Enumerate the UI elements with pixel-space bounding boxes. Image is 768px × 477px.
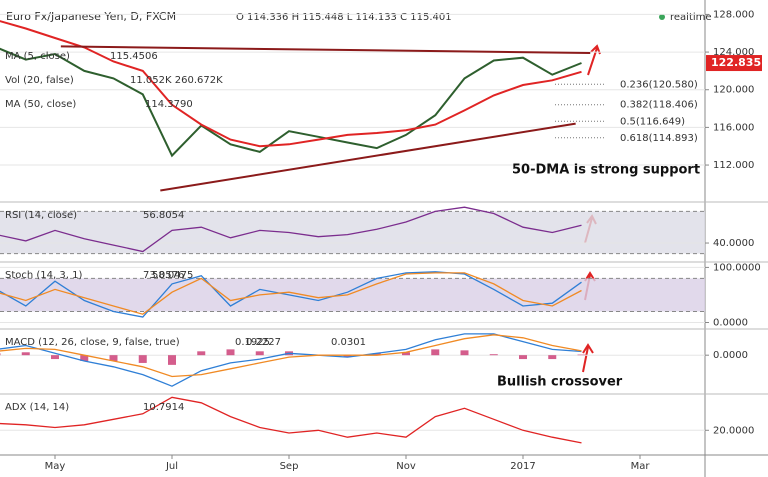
- readout: 0.2227: [246, 337, 281, 348]
- last-price-label: 122.835: [711, 56, 761, 69]
- pane-title: Stoch (14, 3, 1): [5, 270, 82, 281]
- last-price-box: [706, 55, 762, 72]
- x-tick-label: May: [45, 461, 66, 472]
- histogram-bar: [197, 351, 206, 356]
- annotation: Bullish crossover: [497, 375, 623, 390]
- x-tick-label: 2017: [510, 461, 535, 472]
- series-line: [0, 334, 582, 378]
- y-tick-label: 112.000: [713, 160, 754, 171]
- y-tick-label: 116.000: [713, 122, 754, 133]
- fib-label: 0.5(116.649): [620, 116, 685, 127]
- histogram-bar: [519, 355, 527, 360]
- annotation: 50-DMA is strong support: [512, 163, 700, 178]
- series-line: [0, 47, 582, 158]
- band: [0, 278, 705, 312]
- y-tick-label: 40.0000: [713, 238, 754, 249]
- histogram-bar: [0, 353, 1, 356]
- readout: 58.0475: [152, 270, 193, 281]
- readout: 0.1925: [235, 337, 270, 348]
- fib-label: 0.618(114.893): [620, 133, 698, 144]
- histogram-bar: [226, 349, 235, 356]
- status: realtime: [670, 12, 712, 23]
- y-tick-label: 0.0000: [713, 350, 748, 361]
- series-line: [0, 333, 582, 387]
- y-tick-label: 128.000: [713, 9, 754, 20]
- histogram-bar: [80, 355, 89, 361]
- histogram-bar: [255, 351, 264, 356]
- histogram-bar: [138, 355, 147, 363]
- series-line: [0, 396, 582, 444]
- histogram-bar: [577, 354, 586, 356]
- indicator-value: 115.4506: [110, 51, 158, 62]
- histogram-bar: [372, 353, 381, 356]
- histogram-bar: [489, 354, 498, 356]
- band: [0, 211, 705, 254]
- trendline: [160, 122, 576, 192]
- histogram-bar: [431, 349, 440, 356]
- readout: 73.0576: [143, 270, 184, 281]
- trendline: [60, 45, 591, 55]
- series-line: [0, 271, 582, 318]
- y-tick-label: 0.0000: [713, 317, 748, 328]
- histogram-bar: [109, 355, 118, 361]
- y-tick-label: 120.000: [713, 85, 754, 96]
- fib-label: 0.382(118.406): [620, 100, 698, 111]
- pane-title: MACD (12, 26, close, 9, false, true): [5, 337, 180, 348]
- series-line: [0, 272, 582, 315]
- pane-title: ADX (14, 14): [5, 402, 69, 413]
- indicator-name: MA (50, close): [5, 99, 76, 110]
- series-line: [0, 206, 582, 253]
- indicator-value: 11.052K 260.672K: [130, 75, 223, 86]
- y-tick-label: 20.0000: [713, 425, 754, 436]
- ohlc: O 114.336 H 115.448 L 114.133 C 115.401: [236, 12, 452, 23]
- histogram-bar: [548, 355, 557, 360]
- pane-title: RSI (14, close): [5, 210, 77, 221]
- x-tick-label: Nov: [396, 461, 416, 472]
- indicator-name: MA (5, close): [5, 51, 70, 62]
- x-tick-label: Jul: [165, 461, 178, 472]
- histogram-bar: [460, 350, 469, 356]
- histogram-bar: [402, 352, 410, 356]
- x-tick-label: Mar: [631, 461, 651, 472]
- histogram-bar: [343, 355, 352, 358]
- y-tick-label: 100.0000: [713, 262, 761, 273]
- symbol: Euro Fx/Japanese Yen, D, FXCM: [6, 10, 176, 23]
- indicator-name: Vol (20, false): [5, 75, 74, 86]
- fib-label: 0.236(120.580): [620, 79, 698, 90]
- x-tick-label: Sep: [280, 461, 299, 472]
- series-line: [0, 20, 582, 148]
- readout: 56.8054: [143, 210, 184, 221]
- indicator-value: 114.3790: [145, 99, 193, 110]
- histogram-bar: [21, 352, 30, 356]
- readout: 10.7914: [143, 402, 184, 413]
- histogram-bar: [168, 355, 176, 365]
- histogram-bar: [51, 355, 59, 360]
- status-dot: [659, 14, 665, 20]
- y-tick-label: 124.000: [713, 47, 754, 58]
- readout: 0.0301: [331, 337, 366, 348]
